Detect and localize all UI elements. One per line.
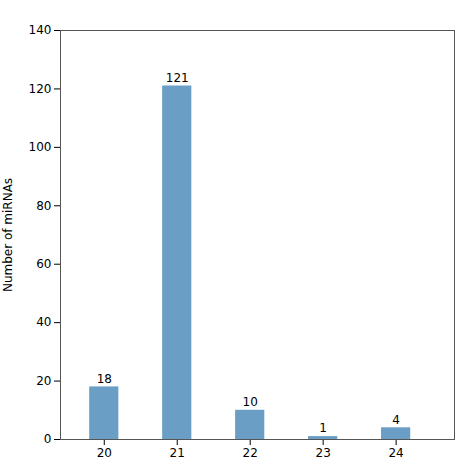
svg-text:60: 60 xyxy=(36,257,51,271)
svg-text:120: 120 xyxy=(29,82,52,96)
svg-text:22: 22 xyxy=(243,446,258,460)
svg-text:24: 24 xyxy=(388,446,403,460)
svg-text:10: 10 xyxy=(243,395,258,409)
svg-text:80: 80 xyxy=(36,199,51,213)
svg-text:20: 20 xyxy=(97,446,112,460)
svg-text:23: 23 xyxy=(316,446,331,460)
svg-text:20: 20 xyxy=(36,374,51,388)
svg-text:121: 121 xyxy=(166,71,189,85)
svg-text:18: 18 xyxy=(97,372,112,386)
svg-text:4: 4 xyxy=(392,413,400,427)
svg-text:Number of miRNAs: Number of miRNAs xyxy=(1,178,15,292)
svg-text:100: 100 xyxy=(29,140,52,154)
svg-text:40: 40 xyxy=(36,315,51,329)
svg-text:140: 140 xyxy=(29,23,52,37)
svg-text:1: 1 xyxy=(319,421,327,435)
svg-text:0: 0 xyxy=(44,432,52,446)
svg-text:21: 21 xyxy=(170,446,185,460)
